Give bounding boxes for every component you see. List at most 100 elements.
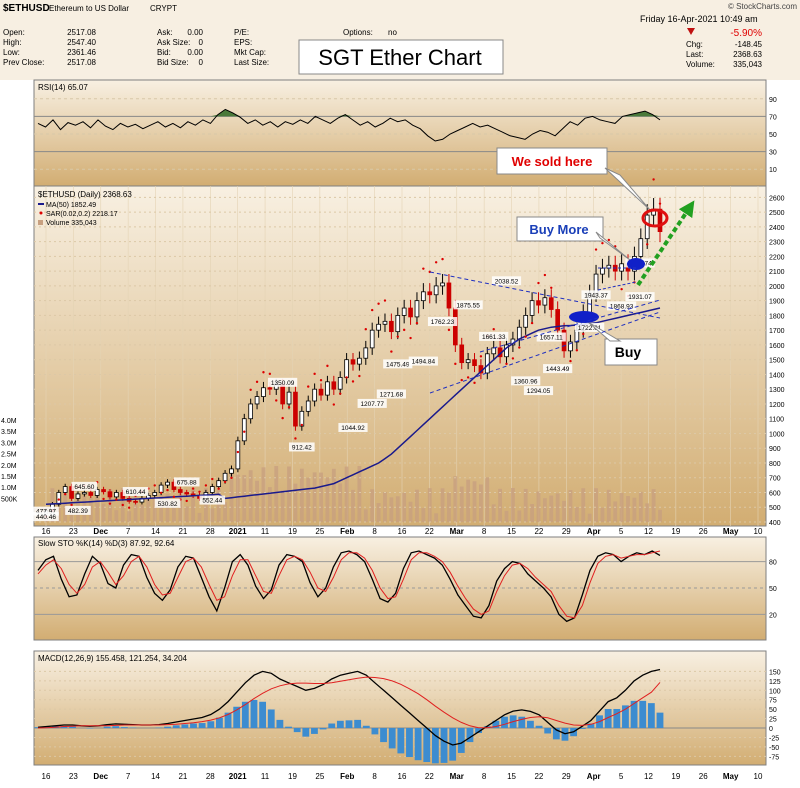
candle-body [255, 397, 259, 404]
price-label: 1207.77 [360, 401, 384, 408]
volume-bar [210, 508, 214, 522]
candle-body [639, 239, 643, 257]
volume-bar [562, 501, 566, 522]
price-label: 912.42 [292, 444, 312, 451]
x-tick-label-bottom: Feb [340, 772, 354, 781]
volume-bar [421, 508, 425, 522]
x-tick-label-top: 22 [534, 527, 543, 536]
volume-bar [524, 489, 528, 522]
candle-body [492, 348, 496, 354]
sar-dot [435, 261, 437, 263]
sar-dot [544, 274, 546, 276]
sar-dot [467, 376, 469, 378]
sar-dot [454, 363, 456, 365]
macd-histogram-bar [181, 724, 188, 728]
macd-histogram-bar [69, 727, 76, 728]
macd-histogram-bar [294, 728, 301, 732]
sar-dot [384, 299, 386, 301]
ask-value: 0 [199, 58, 204, 67]
quote-label: High: [3, 38, 22, 47]
volume-bar [274, 466, 278, 522]
volume-bar [357, 466, 361, 522]
quote-value: 2517.08 [67, 58, 96, 67]
macd-histogram-bar [544, 728, 551, 733]
candle-body [415, 301, 419, 317]
candle-body [434, 286, 438, 295]
volume-bar [441, 488, 445, 522]
sar-dot [371, 309, 373, 311]
sar-dot [275, 399, 277, 401]
legend-ma: MA(50) 1852.49 [46, 202, 96, 209]
volume-bar [505, 511, 509, 522]
volume-bar [543, 498, 547, 522]
price-label: 1350.09 [271, 380, 295, 387]
x-tick-label-top: 5 [619, 527, 624, 536]
volume-bar [652, 489, 656, 522]
stat-value: -148.45 [735, 40, 763, 49]
sar-dot [281, 417, 283, 419]
candle-body [249, 404, 253, 419]
candle-body [389, 321, 393, 331]
sar-dot [345, 376, 347, 378]
sar-dot [422, 267, 424, 269]
sar-dot [518, 346, 520, 348]
macd-histogram-bar [164, 727, 171, 728]
candle-body [268, 388, 272, 389]
macd-tick-label: 0 [769, 726, 773, 733]
price-tick-label: 2600 [769, 195, 785, 202]
sar-dot [288, 406, 290, 408]
price-tick-label: 2000 [769, 284, 785, 291]
price-tick-label: 1900 [769, 299, 785, 306]
volume-bar [319, 473, 323, 522]
sar-dot [358, 375, 360, 377]
sar-dot [620, 288, 622, 290]
price-tick-label: 500 [769, 505, 781, 512]
x-tick-label-top: Apr [587, 527, 601, 536]
title-text: SGT Ether Chart [318, 45, 481, 70]
macd-histogram-bar [372, 728, 379, 734]
volume-bar [287, 467, 291, 522]
exchange-label: CRYPT [150, 4, 177, 13]
sar-dot [313, 373, 315, 375]
quote-value: 2517.08 [67, 28, 96, 37]
volume-tick-label: 3.0M [1, 440, 17, 447]
sto-title: Slow STO %K(14) %D(3) 87.92, 92.64 [38, 539, 175, 548]
candle-body [108, 492, 112, 497]
sar-dot [58, 498, 60, 500]
macd-histogram-bar [112, 726, 119, 728]
price-tick-label: 1800 [769, 313, 785, 320]
macd-tick-label: 125 [769, 679, 781, 686]
sar-dot [352, 380, 354, 382]
price-label: 1657.11 [540, 335, 563, 342]
candle-body [236, 441, 240, 469]
sto-tick-label: 50 [769, 586, 777, 593]
candle-body [166, 482, 170, 485]
sar-dot [582, 333, 584, 335]
x-tick-label-bottom: 22 [534, 772, 543, 781]
sar-dot [377, 303, 379, 305]
macd-histogram-bar [121, 727, 128, 728]
symbol-label: $ETHUSD [3, 3, 50, 14]
sar-dot [505, 363, 507, 365]
quote-label: Low: [3, 48, 20, 57]
volume-bar [281, 490, 285, 522]
svg-text:Buy More: Buy More [529, 222, 588, 237]
sar-dot [160, 492, 162, 494]
volume-bar [332, 469, 336, 522]
instrument-name: Ethereum to US Dollar [49, 4, 129, 13]
x-tick-label-top: 10 [754, 527, 763, 536]
sar-dot [186, 500, 188, 502]
candle-body [575, 330, 579, 342]
sar-dot [480, 355, 482, 357]
sar-dot [493, 328, 495, 330]
sto-tick-label: 20 [769, 612, 777, 619]
volume-bar [102, 504, 106, 522]
sar-dot [154, 484, 156, 486]
price-tick-label: 1600 [769, 343, 785, 350]
price-label: 1360.96 [514, 378, 538, 385]
macd-histogram-bar [268, 709, 275, 728]
macd-histogram-bar [311, 728, 318, 734]
x-tick-label-bottom: 10 [754, 772, 763, 781]
macd-histogram-bar [173, 725, 180, 728]
